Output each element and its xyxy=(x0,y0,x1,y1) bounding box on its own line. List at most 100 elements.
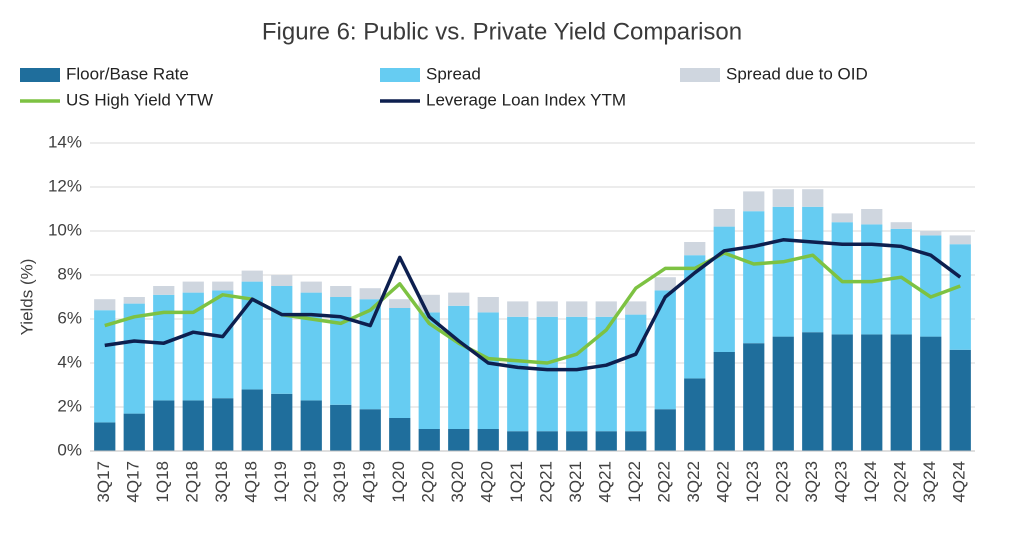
bar-segment xyxy=(477,312,499,429)
y-tick-label: 8% xyxy=(57,264,82,283)
legend-label: Spread xyxy=(426,64,481,83)
bar-segment xyxy=(654,277,676,291)
x-tick-label: 3Q22 xyxy=(684,461,703,503)
x-tick-label: 4Q18 xyxy=(242,461,261,503)
legend-swatch xyxy=(20,68,60,82)
x-tick-label: 1Q24 xyxy=(861,461,880,503)
bar-segment xyxy=(566,431,588,451)
bar-segment xyxy=(300,400,322,451)
bar-segment xyxy=(920,235,942,337)
bar-segment xyxy=(182,400,204,451)
x-tick-label: 1Q21 xyxy=(507,461,526,503)
bar-segment xyxy=(566,316,588,432)
bar-segment xyxy=(772,206,794,337)
bar-segment xyxy=(920,336,942,451)
y-tick-label: 14% xyxy=(48,132,82,151)
x-tick-label: 1Q18 xyxy=(153,461,172,503)
bar-segment xyxy=(802,332,824,451)
bar-segment xyxy=(448,292,470,306)
bar-segment xyxy=(713,226,735,352)
bar-segment xyxy=(507,316,529,432)
x-tick-label: 3Q24 xyxy=(920,461,939,503)
x-tick-label: 2Q24 xyxy=(891,461,910,503)
x-tick-label: 4Q22 xyxy=(714,461,733,503)
x-tick-label: 1Q23 xyxy=(743,461,762,503)
bar-segment xyxy=(212,281,234,291)
bar-segment xyxy=(418,312,440,429)
bar-segment xyxy=(123,297,145,304)
bar-segment xyxy=(890,228,912,335)
bar-segment xyxy=(241,389,263,451)
x-tick-label: 1Q22 xyxy=(625,461,644,503)
bar-segment xyxy=(743,343,765,451)
bar-segment xyxy=(625,301,647,315)
x-tick-label: 3Q21 xyxy=(566,461,585,503)
bar-segment xyxy=(241,270,263,282)
y-tick-label: 0% xyxy=(57,440,82,459)
legend-label: US High Yield YTW xyxy=(66,90,213,109)
bar-segment xyxy=(920,231,942,236)
bar-segment xyxy=(271,275,293,286)
bar-segment xyxy=(949,244,971,350)
bar-segment xyxy=(94,310,116,423)
x-tick-label: 3Q18 xyxy=(212,461,231,503)
bar-segment xyxy=(448,429,470,451)
bar-segment xyxy=(153,400,175,451)
bar-segment xyxy=(300,292,322,401)
bar-segment xyxy=(300,281,322,293)
legend-swatch xyxy=(380,68,420,82)
bar-segment xyxy=(654,409,676,451)
bar-segment xyxy=(359,299,381,410)
bar-segment xyxy=(861,209,883,225)
bar-segment xyxy=(123,303,145,414)
bar-segment xyxy=(418,429,440,451)
bar-segment xyxy=(477,297,499,313)
x-tick-label: 3Q23 xyxy=(802,461,821,503)
x-tick-label: 1Q19 xyxy=(271,461,290,503)
bar-segment xyxy=(389,418,411,451)
x-tick-label: 4Q21 xyxy=(596,461,615,503)
legend-swatch xyxy=(680,68,720,82)
x-tick-label: 2Q23 xyxy=(773,461,792,503)
legend-label: Spread due to OID xyxy=(726,64,868,83)
x-tick-label: 4Q24 xyxy=(950,461,969,503)
bar-segment xyxy=(949,235,971,245)
bar-segment xyxy=(802,189,824,207)
x-tick-label: 2Q21 xyxy=(537,461,556,503)
bar-segment xyxy=(359,409,381,451)
bar-segment xyxy=(861,334,883,451)
bar-segment xyxy=(566,301,588,317)
bar-segment xyxy=(831,213,853,223)
bar-segment xyxy=(359,288,381,300)
bar-segment xyxy=(625,314,647,432)
bar-segment xyxy=(802,206,824,333)
y-tick-label: 6% xyxy=(57,308,82,327)
bar-segment xyxy=(330,297,352,405)
line xyxy=(104,251,961,365)
bar-segment xyxy=(182,281,204,293)
legend-label: Floor/Base Rate xyxy=(66,64,189,83)
bar-segment xyxy=(743,211,765,344)
bar-segment xyxy=(890,222,912,229)
y-tick-label: 4% xyxy=(57,352,82,371)
bar-segment xyxy=(595,431,617,451)
chart-title: Figure 6: Public vs. Private Yield Compa… xyxy=(262,18,742,45)
bar-segment xyxy=(477,429,499,451)
bar-segment xyxy=(831,334,853,451)
line xyxy=(104,238,962,372)
bar-segment xyxy=(684,255,706,379)
bar-segment xyxy=(153,294,175,401)
bar-segment xyxy=(94,299,116,311)
bar-segment xyxy=(330,404,352,451)
x-tick-label: 3Q17 xyxy=(94,461,113,503)
x-tick-label: 3Q20 xyxy=(448,461,467,503)
x-tick-label: 2Q20 xyxy=(419,461,438,503)
bar-segment xyxy=(772,336,794,451)
bar-segment xyxy=(507,431,529,451)
x-tick-label: 2Q19 xyxy=(301,461,320,503)
bar-segment xyxy=(625,431,647,451)
bar-segment xyxy=(94,422,116,451)
y-tick-label: 10% xyxy=(48,220,82,239)
bar-segment xyxy=(389,299,411,308)
x-tick-label: 1Q20 xyxy=(389,461,408,503)
